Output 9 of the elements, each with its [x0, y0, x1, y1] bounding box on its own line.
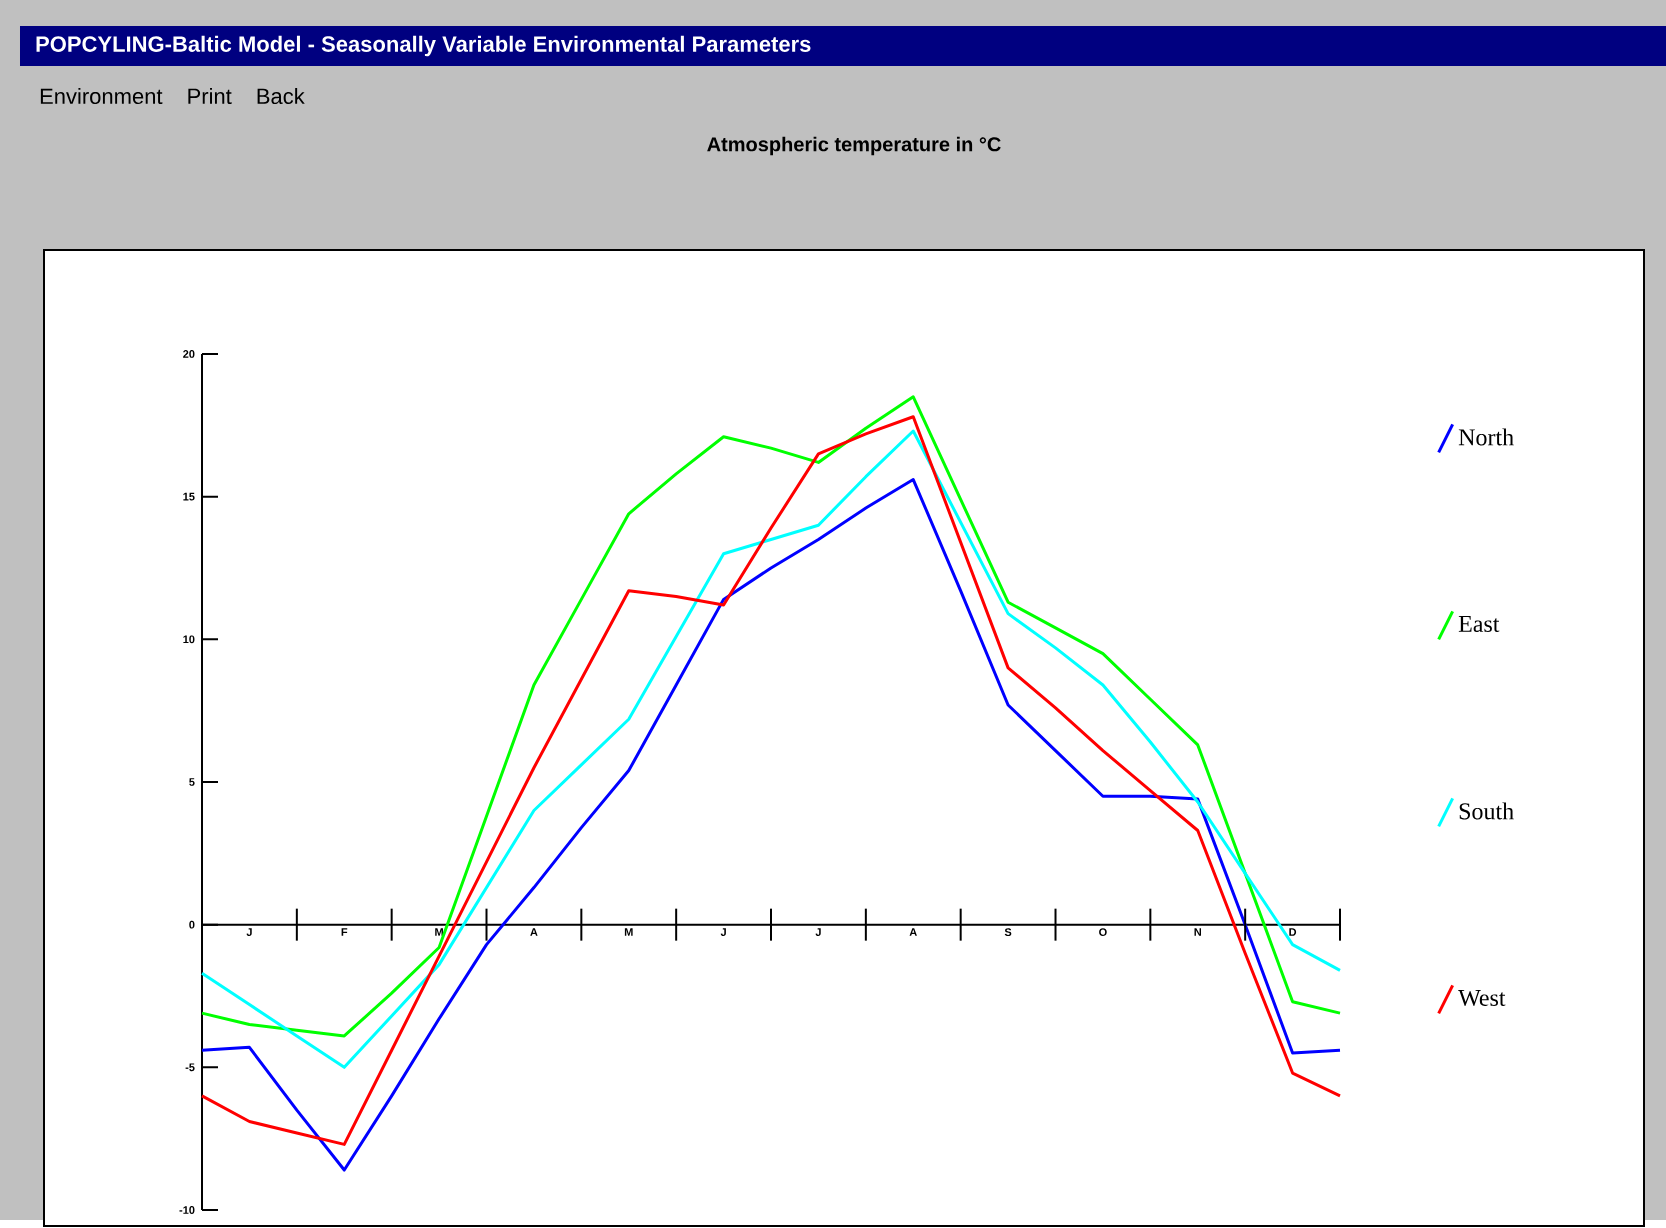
text: Environment [40, 88, 163, 105]
text: Print [188, 88, 232, 105]
legend-label: South [1459, 803, 1514, 820]
legend-label: East [1458, 616, 1500, 633]
text: Back [257, 88, 305, 105]
chart-title: POPCYLING-Baltic Model - Seasonally Variable Environmental Parameters [36, 36, 811, 57]
legend-label: North [1458, 429, 1514, 446]
chart-subtitle: Atmospheric temperature in °C [707, 137, 1001, 156]
legend-label: West [1458, 990, 1506, 1007]
